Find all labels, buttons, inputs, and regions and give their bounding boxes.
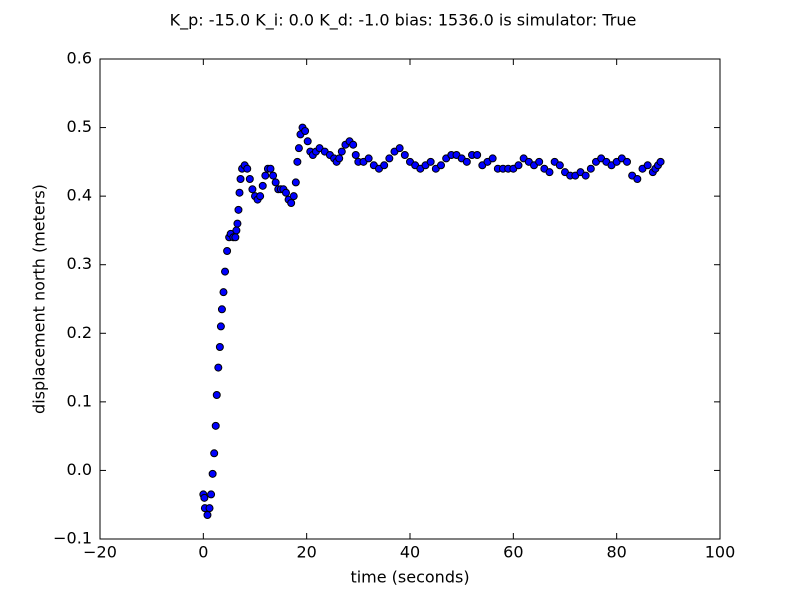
- x-tick-label: 0: [198, 543, 208, 562]
- point: [294, 144, 303, 153]
- point: [656, 157, 665, 166]
- point: [216, 322, 225, 331]
- point: [335, 154, 344, 163]
- point: [223, 247, 232, 255]
- chart-title: K_p: -15.0 K_i: 0.0 K_d: -1.0 bias: 1536…: [170, 11, 637, 31]
- y-tick-label: 0.4: [67, 186, 92, 205]
- point: [385, 154, 394, 163]
- point: [217, 305, 226, 314]
- point: [212, 391, 221, 399]
- y-tick-label: −0.1: [53, 529, 92, 548]
- y-tick-label: 0.0: [67, 460, 92, 479]
- point: [261, 171, 270, 180]
- plot-frame: [99, 58, 721, 540]
- y-tick-label: 0.1: [67, 391, 92, 410]
- point: [380, 161, 389, 170]
- x-tick-label: −20: [83, 543, 117, 562]
- point: [293, 157, 302, 166]
- point: [258, 181, 267, 190]
- point: [291, 178, 300, 187]
- point: [623, 157, 631, 166]
- point: [210, 449, 219, 458]
- point: [514, 161, 523, 170]
- point: [215, 343, 224, 351]
- point: [581, 171, 590, 180]
- point: [235, 188, 244, 197]
- x-axis-label: time (seconds): [350, 568, 469, 587]
- point: [231, 233, 240, 242]
- point: [233, 219, 242, 228]
- point: [245, 175, 254, 183]
- point: [205, 504, 214, 513]
- point: [232, 226, 241, 235]
- point: [248, 185, 257, 194]
- point: [219, 288, 228, 297]
- y-tick-label: 0.5: [67, 117, 92, 136]
- x-tick-label: 40: [400, 543, 420, 562]
- point: [214, 363, 223, 372]
- point: [364, 154, 373, 163]
- point: [221, 267, 230, 276]
- point: [426, 157, 435, 166]
- point: [437, 161, 445, 170]
- y-tick-label: 0.2: [67, 323, 92, 342]
- point: [337, 147, 346, 156]
- point: [200, 493, 209, 502]
- x-tick-label: 100: [705, 543, 736, 562]
- point: [633, 175, 642, 183]
- point: [289, 192, 298, 201]
- y-tick-label: 0.3: [67, 254, 92, 273]
- point: [243, 164, 252, 173]
- x-tick-label: 60: [503, 543, 523, 562]
- point: [545, 168, 554, 177]
- point: [488, 154, 497, 163]
- x-tick-label: 20: [296, 543, 316, 562]
- point: [586, 164, 595, 173]
- point: [269, 171, 278, 180]
- point: [395, 144, 404, 153]
- point: [236, 175, 245, 183]
- point: [462, 157, 471, 166]
- point: [203, 511, 212, 519]
- point: [555, 161, 564, 170]
- point: [271, 178, 280, 187]
- point: [535, 157, 544, 166]
- y-axis-label: displacement north (meters): [30, 184, 49, 414]
- point: [473, 151, 482, 159]
- point: [303, 137, 312, 146]
- point: [266, 164, 275, 173]
- point: [282, 188, 290, 197]
- point: [234, 205, 243, 214]
- point: [400, 151, 409, 159]
- y-tick-label: 0.6: [67, 49, 92, 68]
- point: [351, 151, 360, 159]
- point: [301, 127, 310, 135]
- point: [643, 161, 652, 170]
- x-tick-label: 80: [606, 543, 626, 562]
- point: [211, 421, 220, 430]
- point: [207, 490, 216, 499]
- point: [349, 140, 358, 149]
- point: [208, 469, 217, 478]
- point: [256, 192, 265, 201]
- point: [287, 199, 296, 207]
